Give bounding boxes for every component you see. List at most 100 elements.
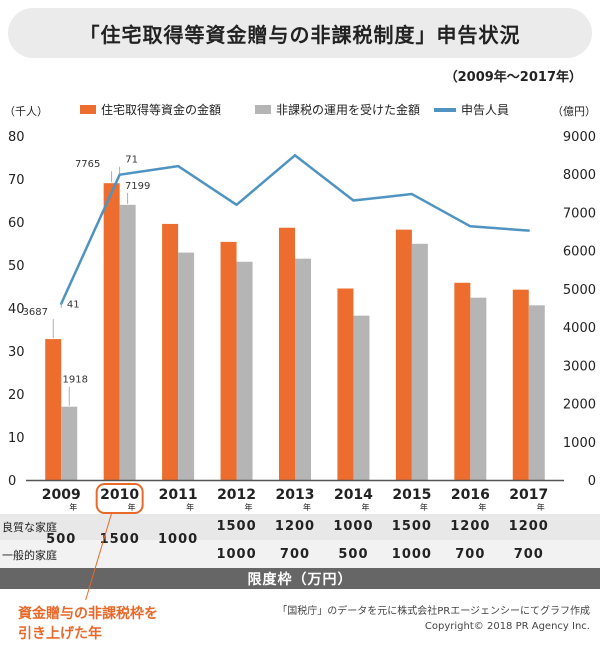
- legend-label-series3: 申告人員: [461, 103, 510, 117]
- period-label: （2009年〜2017年）: [444, 70, 582, 85]
- left-tick-label: 40: [8, 302, 25, 317]
- bar-series1-2015: [395, 229, 412, 480]
- x-tick-label-2013: 2013: [276, 487, 315, 503]
- left-tick-label: 20: [8, 388, 25, 403]
- chart-title: 「住宅取得等資金贈与の非課税制度」申告状況: [8, 8, 592, 58]
- quota-row-label-general: 一般的家庭: [2, 549, 57, 562]
- annotation-2009-s1: 1918: [62, 375, 87, 386]
- right-tick-label: 5000: [563, 283, 596, 298]
- quota-row-label-good: 良質な家庭: [2, 521, 57, 534]
- point-series3-2017: [527, 229, 530, 232]
- bar-series2-2013: [295, 258, 311, 480]
- x-tick-label-2015: 2015: [392, 487, 431, 503]
- quota-band-general: [0, 540, 600, 568]
- x-tick-suffix-2013: 年: [303, 502, 311, 512]
- highlight-note-line2: 引き上げた年: [18, 626, 102, 642]
- quota-general-2017: 700: [513, 547, 544, 562]
- quota-good-2015: 1500: [391, 519, 432, 534]
- point-series3-2016: [469, 225, 472, 228]
- x-tick-label-2017: 2017: [509, 487, 548, 503]
- x-tick-label-2011: 2011: [159, 487, 198, 503]
- annotation-2010-s2: 71: [125, 155, 138, 166]
- bar-series2-2016: [470, 297, 487, 480]
- quota-single-2009: 500: [46, 532, 77, 547]
- right-tick-label: 2000: [563, 398, 596, 413]
- right-tick-label: 8000: [563, 168, 596, 183]
- quota-general-2013: 700: [279, 547, 311, 562]
- x-tick-suffix-2009: 年: [69, 502, 77, 512]
- legend-item-series3: 申告人員: [434, 101, 509, 118]
- quota-band-good: [0, 514, 600, 540]
- quota-general-2015: 1000: [391, 547, 432, 562]
- x-tick-label-2010: 2010: [100, 487, 139, 503]
- annotation-2010-s0: 7765: [75, 159, 100, 170]
- left-tick-label: 80: [8, 130, 25, 145]
- source-line2: Copyright© 2018 PR Agency Inc.: [424, 621, 590, 632]
- right-tick-label: 6000: [563, 245, 596, 260]
- point-series3-2010: [118, 173, 121, 176]
- quota-general-2016: 700: [455, 547, 486, 562]
- bar-series1-2011: [162, 223, 179, 480]
- x-tick-suffix-2012: 年: [245, 502, 253, 512]
- left-tick-label: 60: [8, 216, 25, 231]
- x-tick-suffix-2015: 年: [420, 502, 428, 512]
- x-tick-label-2012: 2012: [217, 487, 256, 503]
- x-tick-suffix-2017: 年: [537, 502, 545, 512]
- legend-swatch-series1: [80, 105, 96, 114]
- legend-swatch-series2: [255, 105, 271, 114]
- quota-good-2016: 1200: [450, 519, 491, 534]
- bar-series1-2009: [45, 339, 62, 480]
- quota-general-2012: 1000: [216, 547, 257, 562]
- legend: 住宅取得等資金の金額 非課税の運用を受けた金額 申告人員: [0, 101, 600, 121]
- quota-general-2014: 500: [338, 547, 369, 562]
- left-tick-label: 0: [8, 474, 16, 489]
- x-tick-label-2009: 2009: [42, 487, 81, 503]
- bar-series1-2010: [103, 183, 120, 480]
- legend-item-series1: 住宅取得等資金の金額: [80, 101, 221, 118]
- right-tick-label: 7000: [563, 206, 596, 221]
- bar-series1-2017: [512, 289, 529, 480]
- quota-good-2012: 1500: [216, 519, 257, 534]
- annotation-2009-s2: 41: [67, 300, 80, 311]
- bar-series1-2016: [454, 282, 471, 480]
- legend-label-series2: 非課税の運用を受けた金額: [276, 103, 421, 117]
- point-series3-2011: [176, 164, 180, 168]
- x-tick-suffix-2016: 年: [478, 502, 486, 512]
- left-axis-unit: （千人）: [4, 105, 48, 118]
- quota-single-2011: 1000: [158, 532, 199, 547]
- bar-series2-2010: [119, 204, 136, 480]
- left-tick-label: 10: [8, 431, 25, 446]
- legend-label-series1: 住宅取得等資金の金額: [101, 103, 222, 117]
- annotation-2010-s1: 7199: [125, 181, 150, 192]
- highlight-note-line1: 資金贈与の非課税枠を: [18, 606, 158, 622]
- bar-series1-2013: [279, 227, 295, 480]
- x-tick-suffix-2011: 年: [186, 502, 194, 512]
- highlight-leader-line: [85, 512, 113, 601]
- right-tick-label: 0: [588, 474, 596, 489]
- source-line1: 「国税庁」のデータを元に株式会社PRエージェンシーにてグラフ作成: [277, 606, 590, 617]
- quota-good-2017: 1200: [508, 519, 549, 534]
- point-series3-2013: [293, 154, 297, 157]
- bar-series2-2015: [411, 243, 428, 480]
- bar-series1-2012: [220, 241, 237, 480]
- x-tick-suffix-2010: 年: [128, 502, 136, 512]
- annotation-2009-s0: 3687: [22, 307, 47, 318]
- bar-series1-2014: [337, 288, 354, 480]
- highlight-year-box: [95, 483, 144, 514]
- right-tick-label: 4000: [563, 321, 596, 336]
- legend-item-series2: 非課税の運用を受けた金額: [255, 101, 420, 118]
- highlight-note: 資金贈与の非課税枠を 引き上げた年: [18, 604, 158, 644]
- quota-good-2013: 1200: [274, 519, 316, 534]
- bar-series2-2014: [353, 315, 370, 480]
- bar-series2-2017: [528, 305, 545, 480]
- legend-swatch-series3: [434, 107, 456, 112]
- quota-footer: 限度枠（万円）: [0, 568, 600, 589]
- right-axis-unit: （億円）: [552, 105, 596, 118]
- x-tick-label-2014: 2014: [334, 487, 373, 503]
- point-series3-2015: [410, 192, 414, 196]
- x-tick-suffix-2014: 年: [361, 502, 369, 512]
- quota-good-2014: 1000: [333, 519, 374, 534]
- point-series3-2012: [235, 203, 238, 206]
- right-tick-label: 1000: [563, 436, 596, 451]
- bar-series2-2011: [178, 252, 195, 480]
